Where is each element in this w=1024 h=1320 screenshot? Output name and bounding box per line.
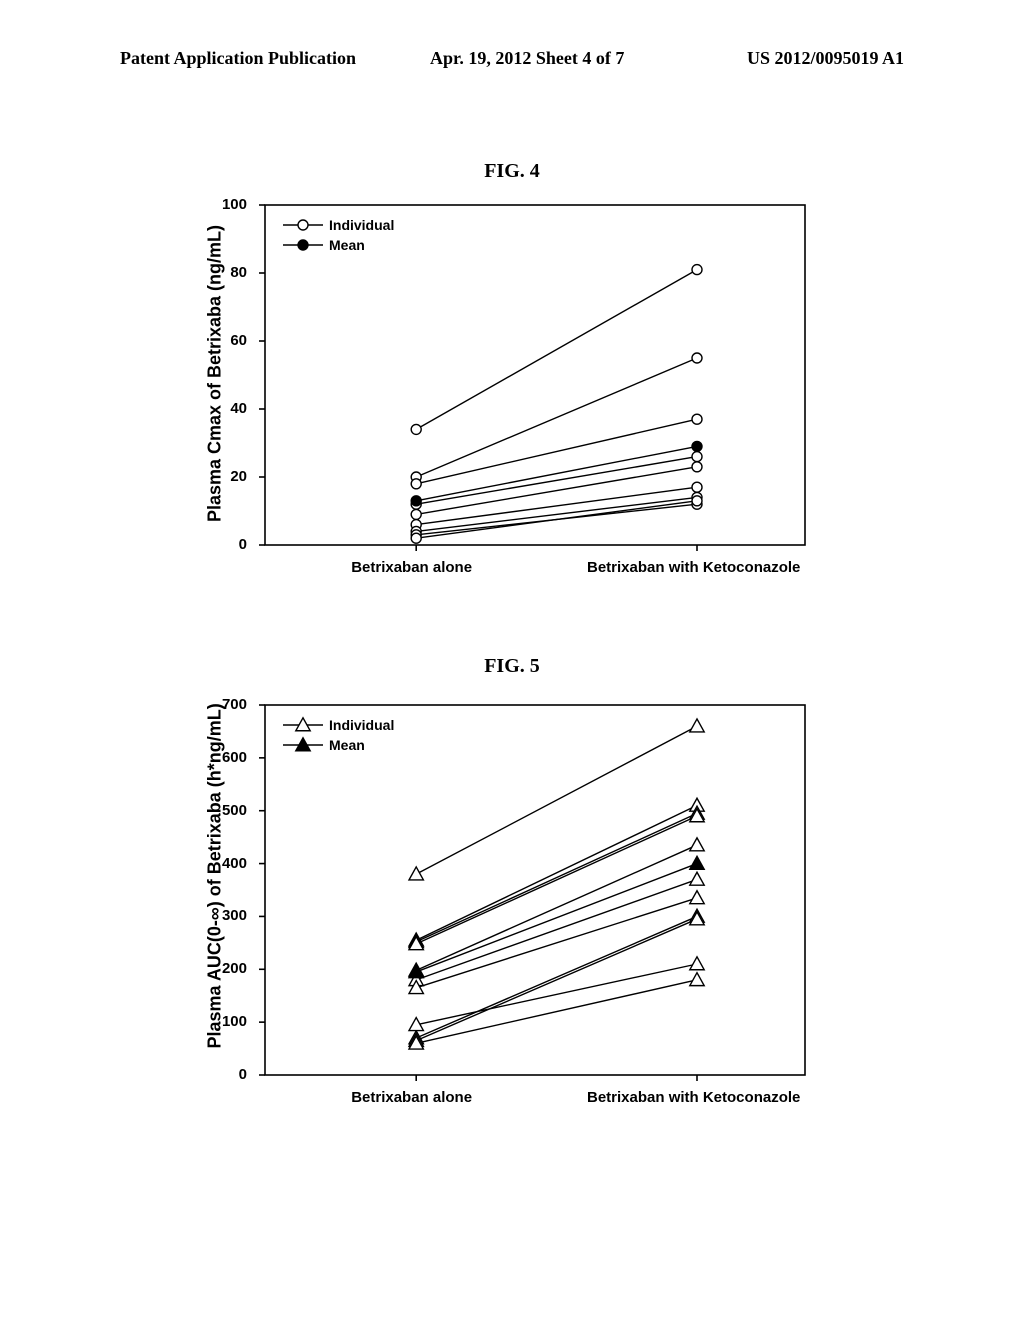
ytick-label: 0 bbox=[207, 1066, 247, 1083]
legend-item: Individual bbox=[283, 715, 394, 735]
fig4-chart: 020406080100Plasma Cmax of Betrixaba (ng… bbox=[255, 195, 815, 555]
y-axis-label: Plasma Cmax of Betrixaba (ng/mL) bbox=[205, 214, 226, 534]
header-right: US 2012/0095019 A1 bbox=[747, 48, 904, 69]
page-header: Patent Application Publication Apr. 19, … bbox=[0, 48, 1024, 78]
ytick-label: 0 bbox=[207, 536, 247, 553]
legend: Individual Mean bbox=[283, 215, 394, 255]
legend-label: Mean bbox=[329, 237, 365, 253]
legend-label: Individual bbox=[329, 717, 394, 733]
fig5-title: FIG. 5 bbox=[0, 655, 1024, 678]
fig5-chart: 0100200300400500600700Plasma AUC(0-∞) of… bbox=[255, 695, 815, 1085]
y-axis-label: Plasma AUC(0-∞) of Betrixaba (h*ng/mL) bbox=[205, 729, 226, 1049]
x-category-label: Betrixaban alone bbox=[351, 1089, 472, 1106]
header-center: Apr. 19, 2012 Sheet 4 of 7 bbox=[430, 48, 624, 69]
x-category-label: Betrixaban alone bbox=[351, 559, 472, 576]
legend-item: Mean bbox=[283, 235, 394, 255]
x-category-label: Betrixaban with Ketoconazole bbox=[587, 559, 800, 576]
fig4-title: FIG. 4 bbox=[0, 160, 1024, 183]
legend-item: Individual bbox=[283, 215, 394, 235]
legend-label: Individual bbox=[329, 217, 394, 233]
legend-label: Mean bbox=[329, 737, 365, 753]
header-left: Patent Application Publication bbox=[120, 48, 356, 69]
legend-item: Mean bbox=[283, 735, 394, 755]
x-category-label: Betrixaban with Ketoconazole bbox=[587, 1089, 800, 1106]
legend: Individual Mean bbox=[283, 715, 394, 755]
ytick-label: 100 bbox=[207, 196, 247, 213]
